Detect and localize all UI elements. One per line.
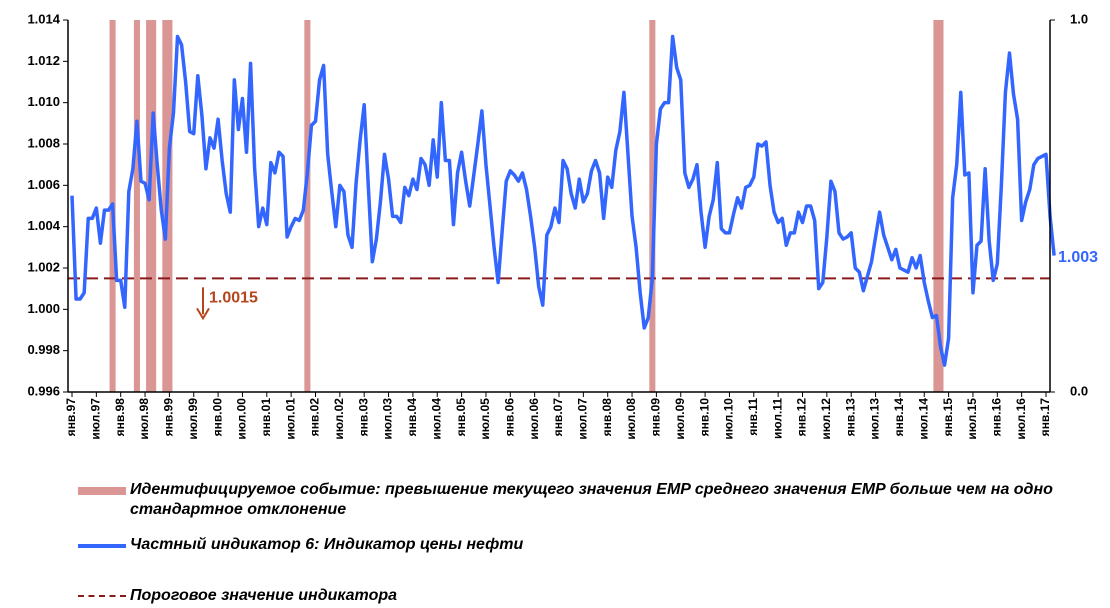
end-label: 1.003 (1058, 249, 1098, 266)
y-tick-label: 0.998 (27, 342, 60, 357)
x-tick-label: янв.00 (210, 398, 224, 437)
y-tick-label: 1.002 (27, 259, 60, 274)
y-tick-label: 1.004 (27, 218, 60, 233)
x-tick-label: июл.07 (576, 398, 590, 440)
x-tick-label: янв.12 (795, 398, 809, 437)
x-tick-label: янв.15 (941, 398, 955, 437)
x-tick-label: янв.07 (551, 398, 565, 437)
x-tick-label: июл.99 (186, 398, 200, 440)
x-tick-label: июл.04 (429, 398, 443, 440)
event-bar (933, 20, 940, 392)
x-tick-label: июл.08 (624, 398, 638, 440)
y2-tick-label: 0.0 (1070, 383, 1088, 398)
legend-label: Идентифицируемое событие: превышение тек… (130, 481, 1053, 518)
y-tick-label: 1.000 (27, 301, 60, 316)
legend-swatch (78, 595, 126, 597)
y-tick-label: 1.014 (27, 11, 60, 26)
chart: 1.00151.0030.9960.9981.0001.0021.0041.00… (27, 11, 1098, 440)
x-tick-label: июл.09 (673, 398, 687, 440)
y-tick-label: 1.010 (27, 94, 60, 109)
y-tick-label: 1.008 (27, 135, 60, 150)
legend-item: Пороговое значение индикатора (78, 586, 1078, 606)
x-tick-label: июл.13 (868, 398, 882, 440)
legend-label: Частный индикатор 6: Индикатор цены нефт… (130, 536, 524, 553)
event-bar (146, 20, 153, 392)
event-bar (150, 20, 157, 392)
x-tick-label: янв.02 (308, 398, 322, 437)
y2-tick-label: 1.0 (1070, 11, 1088, 26)
x-tick-label: июл.16 (1014, 398, 1028, 440)
x-tick-label: июл.03 (381, 398, 395, 440)
x-tick-label: янв.13 (843, 398, 857, 437)
y-tick-label: 0.996 (27, 383, 60, 398)
data-line (70, 34, 1056, 367)
x-tick-label: янв.17 (1038, 398, 1052, 437)
event-bar (937, 20, 944, 392)
y-tick-label: 1.006 (27, 177, 60, 192)
x-tick-label: июл.02 (332, 398, 346, 440)
x-tick-label: янв.16 (989, 398, 1003, 437)
x-tick-label: янв.09 (649, 398, 663, 437)
x-tick-label: янв.06 (502, 398, 516, 437)
event-bar (649, 20, 656, 392)
x-tick-label: янв.01 (259, 398, 273, 437)
x-tick-label: янв.08 (600, 398, 614, 437)
x-tick-label: янв.98 (113, 398, 127, 437)
x-tick-label: янв.97 (64, 398, 78, 437)
y-tick-label: 1.012 (27, 53, 60, 68)
event-bar (304, 20, 311, 392)
x-tick-label: янв.10 (697, 398, 711, 437)
x-tick-label: июл.15 (965, 398, 979, 440)
x-tick-label: июл.06 (527, 398, 541, 440)
x-tick-label: янв.14 (892, 398, 906, 437)
event-bar (133, 20, 140, 392)
event-bar (166, 20, 173, 392)
x-tick-label: июл.10 (722, 398, 736, 440)
threshold-label: 1.0015 (209, 290, 258, 307)
x-tick-label: июл.05 (478, 398, 492, 440)
x-tick-label: июл.11 (770, 398, 784, 439)
legend-swatch (78, 487, 126, 495)
legend-item: Частный индикатор 6: Индикатор цены нефт… (78, 535, 1078, 555)
x-tick-label: янв.04 (405, 398, 419, 437)
annotation-arrowhead (196, 307, 210, 321)
legend-label: Пороговое значение индикатора (130, 587, 398, 604)
x-tick-label: июл.01 (283, 398, 297, 440)
x-tick-label: июл.98 (137, 398, 151, 440)
x-tick-label: янв.99 (162, 398, 176, 437)
x-tick-label: июл.00 (235, 398, 249, 440)
x-tick-label: июл.12 (819, 398, 833, 440)
x-tick-label: июл.14 (916, 398, 930, 440)
legend-item: Идентифицируемое событие: превышение тек… (78, 480, 1078, 520)
x-tick-label: июл.97 (89, 398, 103, 440)
x-tick-label: янв.11 (746, 398, 760, 436)
x-tick-label: янв.05 (454, 398, 468, 437)
legend-swatch (78, 544, 126, 548)
x-tick-label: янв.03 (356, 398, 370, 437)
